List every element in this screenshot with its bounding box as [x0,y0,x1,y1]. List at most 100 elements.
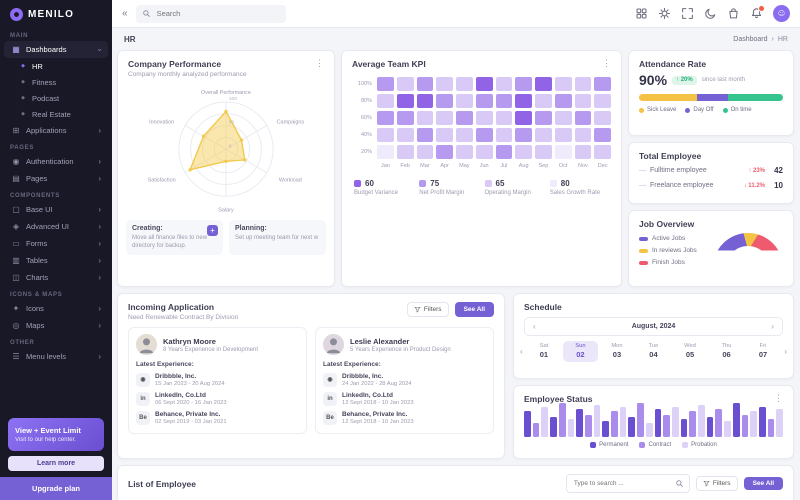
legend-item: 60 Budget Variance [354,179,413,198]
employee-search-input[interactable] [571,479,672,488]
average-team-kpi-card: Average Team KPI ⋮ 100% 80% 60% 40% 20% Jan Fe… [341,50,622,287]
apps-grid-icon[interactable] [635,7,648,20]
applicant-avatar [323,334,344,355]
sidebar-item-label: Real Estate [32,109,71,119]
sidebar-item-authentication[interactable]: ◉ Authentication [4,153,108,170]
card-title: Total Employee [639,151,702,161]
attendance-rate-card: Attendance Rate 90% ↑ 20% since last mon… [628,50,794,136]
shopping-bag-icon[interactable] [727,7,740,20]
sidebar-item-label: Dashboards [26,45,67,54]
more-options-icon[interactable]: ⋮ [602,58,611,68]
dash-icon: — [639,182,646,189]
filters-button[interactable]: Filters [695,476,738,491]
attendance-stacked-bar [639,94,783,101]
search-input[interactable] [154,8,280,19]
sidebar-item-pages[interactable]: ▤ Pages [4,170,108,187]
applicant-experience: 5 Years Experience in Product Design [350,346,451,353]
employment-period: 12 Sept 2018 - 10 Jan 2023 [342,399,414,406]
sidebar-item-base-ui[interactable]: ▢ Base UI [4,201,108,218]
sidebar-item-hr[interactable]: ◆ HR [4,58,108,74]
employee-search[interactable] [565,474,690,493]
linkedin-icon: in [136,391,150,406]
previous-days-icon[interactable] [518,348,525,356]
svg-text:Workload: Workload [279,178,302,184]
global-search[interactable] [135,4,286,23]
sidebar: MENILO MAIN ▦ Dashboards ◆ HR ◆ Fitness … [0,0,112,500]
day-cell[interactable]: Mon 03 [611,343,623,359]
sidebar-item-label: Applications [26,126,67,135]
day-cell[interactable]: Tue 04 [648,343,659,359]
sidebar-item-icons[interactable]: ✦ Icons [4,300,108,317]
legend-item: Sick Leave [639,107,676,113]
sidebar-item-podcast[interactable]: ◆ Podcast [4,90,108,106]
authentication-icon: ◉ [12,157,20,166]
experience-entry: ◉ Dribbble, Inc. 15 Jan 2023 - 20 Aug 20… [136,370,299,389]
stat-value: 10 [774,181,783,190]
company-name: Dribbble, Inc. [342,372,384,380]
funnel-icon [703,480,710,487]
see-all-button[interactable]: See All [454,302,494,317]
more-options-icon[interactable]: ⋮ [315,58,324,68]
section-label-icons-maps: ICONS & MAPS [10,292,63,298]
more-options-icon[interactable]: ⋮ [774,393,783,403]
dark-mode-moon-icon[interactable] [704,7,717,20]
chevron-right-icon [98,175,101,183]
see-all-button[interactable]: See All [743,477,783,490]
total-employee-card: Total Employee — Fulltime employee ↑ 23%… [628,142,794,204]
day-cell[interactable]: Fri 07 [758,343,768,359]
day-cell-selected[interactable]: Sun 02 [563,341,598,362]
sidebar-item-charts[interactable]: ◫ Charts [4,269,108,286]
legend-dot [639,107,644,113]
job-overview-card: Job Overview Active Jobs In reviews Jobs… [628,210,794,287]
sidebar-item-applications[interactable]: ⊞ Applications [4,122,108,139]
add-task-icon[interactable] [207,225,218,236]
sidebar-collapse-icon[interactable]: « [122,7,128,19]
kpi-heatmap-chart: 100% 80% 60% 40% 20% Jan Feb Mar Apr May Jun Jul Aug… [342,73,621,170]
applicant-name: Leslie Alexander [350,336,410,346]
day-cell[interactable]: Thu 06 [721,343,732,359]
sidebar-item-fitness[interactable]: ◆ Fitness [4,74,108,90]
previous-month-icon[interactable] [531,323,538,331]
app-logo[interactable]: MENILO [0,0,112,27]
real-estate-bullet-icon: ◆ [21,111,25,117]
next-days-icon[interactable] [782,348,789,356]
fitness-bullet-icon: ◆ [21,79,25,85]
company-performance-radar-chart: Overall Performance Campaigns Workload Sala… [148,90,305,214]
planning-label: Planning: [235,225,267,232]
sidebar-item-maps[interactable]: ◎ Maps [4,317,108,334]
stat-label: Fulltime employee [650,167,707,174]
settings-gear-icon[interactable] [658,7,671,20]
breadcrumb-dashboard-link[interactable]: Dashboard [733,35,768,43]
filters-button[interactable]: Filters [406,302,449,317]
fullscreen-icon[interactable] [681,7,694,20]
sidebar-item-tables[interactable]: ▥ Tables [4,252,108,269]
sidebar-item-real-estate[interactable]: ◆ Real Estate [4,106,108,122]
legend-label: Sales Growth Rate [549,190,601,196]
notifications-bell-icon[interactable] [750,5,765,20]
icons-icon: ✦ [12,304,20,313]
next-month-icon[interactable] [769,323,776,331]
legend-item: Permanent [590,442,628,448]
sidebar-item-forms[interactable]: ▭ Forms [4,235,108,252]
day-cell[interactable]: Sat 01 [539,343,549,359]
legend-label: Operating Margin [484,190,531,196]
tables-icon: ▥ [12,256,20,265]
employment-period: 15 Jan 2023 - 20 Aug 2024 [155,380,225,387]
user-avatar[interactable]: ☺ [773,5,790,22]
podcast-bullet-icon: ◆ [21,95,25,101]
section-label-other: OTHER [10,340,35,346]
chevron-right-icon [98,158,101,166]
creating-text: Move all finance files to new directory … [132,235,208,250]
creating-label: Creating: [132,225,163,232]
sidebar-item-dashboards[interactable]: ▦ Dashboards [4,41,108,58]
sidebar-item-advanced-ui[interactable]: ◈ Advanced UI [4,218,108,235]
card-title: Average Team KPI [352,59,426,69]
day-cell[interactable]: Wed 05 [684,343,696,359]
learn-more-button[interactable]: Learn more [8,456,104,471]
upgrade-plan-button[interactable]: Upgrade plan [0,477,112,500]
sidebar-item-label: Menu levels [26,352,67,361]
section-label-pages: PAGES [10,145,35,151]
sidebar-item-menu-levels[interactable]: ☰ Menu levels [4,348,108,365]
employment-period: 02 Sept 2019 - 03 Jan 2021 [155,418,227,425]
